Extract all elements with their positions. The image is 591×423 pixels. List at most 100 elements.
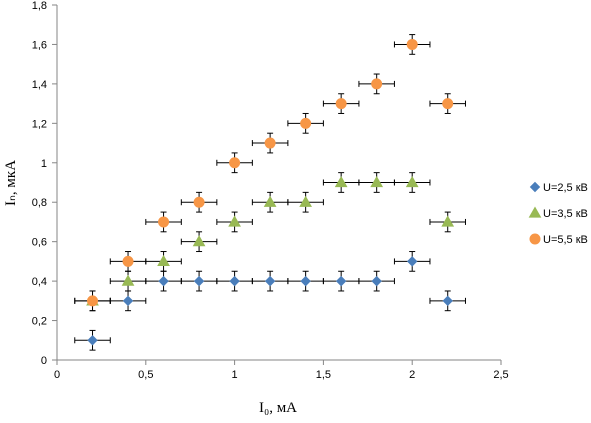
data-point xyxy=(429,290,466,312)
marker-diamond xyxy=(193,275,205,287)
x-tick-label: 1,5 xyxy=(316,369,331,381)
data-point xyxy=(216,152,253,174)
marker-diamond xyxy=(335,275,347,287)
marker-circle xyxy=(87,295,99,307)
y-axis-title: Iₙ, мкА xyxy=(3,160,19,206)
data-point xyxy=(251,132,289,154)
data-point xyxy=(180,191,218,213)
data-point xyxy=(358,270,395,292)
y-tick-label: 1,2 xyxy=(32,118,47,130)
data-point xyxy=(358,172,395,193)
marker-diamond xyxy=(122,295,134,307)
x-tick-label: 1 xyxy=(232,369,238,381)
legend-marker-diamond xyxy=(529,181,541,193)
marker-circle xyxy=(264,137,276,149)
y-tick-label: 0 xyxy=(41,355,47,367)
data-point xyxy=(358,73,395,95)
legend: U=2,5 кВ U=3,5 кВ U=5,5 кВ xyxy=(528,181,588,246)
data-point xyxy=(109,290,147,312)
marker-circle xyxy=(158,216,170,228)
data-point xyxy=(251,270,289,292)
axes xyxy=(56,5,501,361)
marker-diamond xyxy=(406,256,418,267)
marker-triangle xyxy=(405,175,419,188)
y-tick-label: 0,2 xyxy=(32,316,47,328)
marker-diamond xyxy=(442,295,453,307)
data-point xyxy=(180,231,218,253)
data-point xyxy=(393,172,431,193)
data-point xyxy=(393,34,431,55)
data-point xyxy=(109,270,147,292)
marker-diamond xyxy=(371,275,382,287)
legend-item: U=3,5 кВ xyxy=(528,206,588,220)
data-point xyxy=(393,251,431,272)
marker-circle xyxy=(300,117,312,129)
data-point xyxy=(429,211,466,233)
legend-label: U=3,5 кВ xyxy=(543,208,588,220)
data-point xyxy=(180,270,218,292)
marker-diamond xyxy=(300,275,311,287)
y-tick-label: 0,4 xyxy=(32,276,47,288)
marker-diamond xyxy=(264,275,276,287)
data-point xyxy=(145,211,182,233)
marker-diamond xyxy=(158,275,169,287)
data-point xyxy=(74,329,111,351)
y-tick-label: 1 xyxy=(41,158,47,170)
marker-circle xyxy=(122,255,134,267)
marker-circle xyxy=(335,98,347,110)
y-tick-label: 1,4 xyxy=(32,79,47,91)
data-point xyxy=(251,191,289,213)
x-tick-label: 0 xyxy=(54,369,60,381)
data-point xyxy=(216,270,253,292)
legend-label: U=2,5 кВ xyxy=(543,182,588,194)
y-tick-label: 0,6 xyxy=(32,237,47,249)
marker-triangle xyxy=(263,195,277,207)
x-tick-label: 2,5 xyxy=(493,369,508,381)
data-point xyxy=(216,211,253,233)
legend-item: U=5,5 кВ xyxy=(529,233,588,246)
y-axis-ticks: 0 0,2 0,4 0,6 0,8 1 1,2 1,4 1,6 1,8 xyxy=(32,0,57,367)
data-point xyxy=(287,270,324,292)
marker-triangle xyxy=(192,235,206,247)
marker-triangle xyxy=(157,254,170,267)
marker-triangle xyxy=(121,274,135,286)
marker-triangle xyxy=(228,215,241,227)
series-2 xyxy=(74,172,466,312)
y-tick-label: 1,8 xyxy=(32,0,47,12)
data-point xyxy=(145,251,182,272)
marker-circle xyxy=(229,157,241,169)
x-tick-label: 2 xyxy=(409,369,415,381)
data-point xyxy=(429,93,466,114)
x-tick-label: 0,5 xyxy=(138,369,153,381)
marker-triangle xyxy=(441,215,455,227)
data-point xyxy=(109,251,147,272)
legend-marker-circle xyxy=(529,233,541,245)
legend-label: U=5,5 кВ xyxy=(543,234,588,246)
y-tick-label: 0,8 xyxy=(32,197,47,209)
x-axis-ticks: 0 0,5 1 1,5 2 2,5 xyxy=(54,360,509,381)
marker-circle xyxy=(406,38,418,50)
marker-circle xyxy=(371,78,383,90)
marker-triangle xyxy=(334,175,348,188)
x-axis-title: I₀, мА xyxy=(259,400,297,416)
legend-marker-triangle xyxy=(528,206,542,218)
data-point xyxy=(74,290,111,312)
data-point xyxy=(287,191,324,213)
marker-circle xyxy=(193,196,205,208)
data-series xyxy=(74,34,466,351)
data-point xyxy=(322,172,360,193)
marker-triangle xyxy=(299,195,313,207)
marker-diamond xyxy=(229,275,240,287)
data-point xyxy=(322,93,360,114)
marker-triangle xyxy=(370,175,384,188)
series-3 xyxy=(74,34,466,312)
legend-item: U=2,5 кВ xyxy=(529,181,588,194)
series-1 xyxy=(74,251,466,351)
marker-diamond xyxy=(87,335,98,346)
data-point xyxy=(145,270,182,292)
marker-circle xyxy=(442,98,454,110)
data-point xyxy=(322,270,360,292)
data-point xyxy=(287,112,324,134)
